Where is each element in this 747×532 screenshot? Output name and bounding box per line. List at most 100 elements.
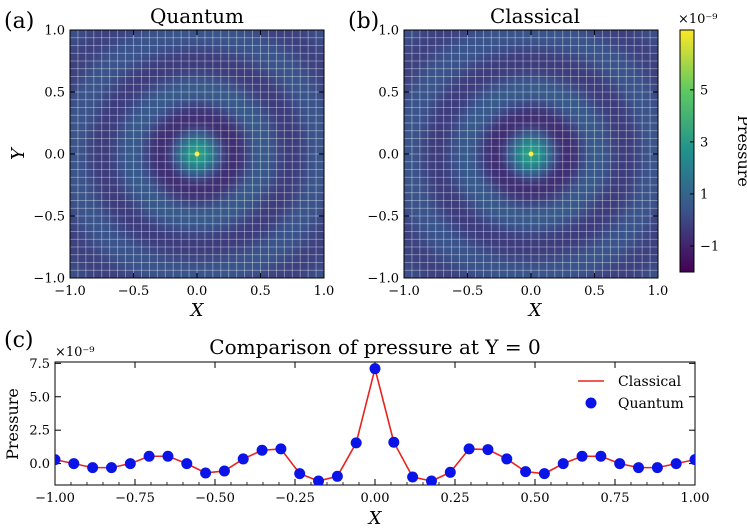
heatmap-cell — [154, 78, 159, 83]
heatmap-cell — [122, 105, 127, 110]
heatmap-cell — [204, 229, 208, 234]
heatmap-cell — [211, 202, 216, 207]
heatmap-cell — [246, 40, 251, 45]
heatmap-cell — [122, 126, 127, 131]
heatmap-cell — [179, 257, 184, 262]
heatmap-cell — [189, 167, 194, 172]
heatmap-cell — [221, 226, 226, 231]
heatmap-cell — [119, 112, 124, 117]
heatmap-cell — [129, 105, 134, 110]
heatmap-cell — [218, 233, 223, 238]
heatmap-cell — [193, 105, 198, 110]
heatmap-cell — [115, 212, 120, 217]
heatmap-cell — [87, 54, 92, 58]
heatmap-cell — [94, 167, 99, 172]
heatmap-cell — [306, 74, 311, 79]
heatmap-cell — [122, 47, 127, 52]
heatmap-cell — [165, 181, 170, 186]
heatmap-cell — [249, 167, 254, 172]
heatmap-cell — [133, 157, 138, 162]
heatmap-cell — [193, 264, 198, 269]
heatmap-cell — [73, 178, 78, 182]
heatmap-cell — [204, 30, 208, 34]
heatmap-cell — [235, 95, 240, 100]
heatmap-cell — [278, 98, 283, 103]
heatmap-cell — [288, 264, 293, 269]
heatmap-cell — [239, 61, 244, 65]
heatmap-cell — [112, 30, 117, 34]
heatmap-cell — [260, 43, 265, 48]
heatmap-cell — [218, 219, 223, 224]
heatmap-cell — [119, 212, 124, 217]
heatmap-cell — [207, 30, 212, 34]
heatmap-cell — [264, 71, 268, 76]
heatmap-cell — [129, 222, 134, 227]
heatmap-cell — [189, 174, 194, 179]
heatmap-cell — [168, 188, 173, 193]
heatmap-cell — [288, 178, 293, 182]
heatmap-cell — [292, 36, 297, 41]
heatmap-cell — [77, 171, 81, 176]
heatmap-cell — [122, 133, 127, 138]
heatmap-cell — [302, 229, 307, 234]
heatmap-cell — [302, 260, 307, 265]
heatmap-cell — [309, 195, 314, 200]
heatmap-cell — [186, 250, 191, 255]
heatmap-cell — [281, 185, 286, 189]
heatmap-cell — [73, 198, 78, 203]
heatmap-cell — [281, 98, 286, 103]
heatmap-cell — [292, 181, 297, 186]
heatmap-cell — [256, 126, 261, 131]
heatmap-cell — [182, 216, 187, 220]
heatmap-cell — [221, 250, 226, 255]
heatmap-cell — [207, 167, 212, 172]
heatmap-cell — [175, 219, 180, 224]
heatmap-cell — [94, 216, 99, 220]
heatmap-cell — [98, 198, 103, 203]
heatmap-cell — [94, 195, 99, 200]
heatmap-cell — [211, 33, 216, 38]
heatmap-cell — [179, 85, 184, 89]
heatmap-cell — [299, 209, 304, 213]
heatmap-cell — [200, 160, 205, 165]
heatmap-cell — [214, 267, 219, 272]
heatmap-cell — [253, 160, 258, 165]
heatmap-cell — [105, 226, 110, 231]
heatmap-cell — [309, 253, 314, 258]
heatmap-cell — [108, 40, 113, 45]
heatmap-cell — [137, 195, 141, 200]
heatmap-cell — [204, 43, 208, 48]
heatmap-cell — [189, 98, 194, 103]
heatmap-cell — [126, 112, 131, 117]
heatmap-cell — [168, 229, 173, 234]
heatmap-cell — [87, 157, 92, 162]
heatmap-cell — [122, 85, 127, 89]
heatmap-cell — [302, 92, 307, 96]
heatmap-cell — [161, 236, 166, 241]
heatmap-cell — [151, 157, 156, 162]
heatmap-cell — [242, 229, 247, 234]
heatmap-cell — [271, 30, 276, 34]
heatmap-cell — [94, 264, 99, 269]
heatmap-cell — [264, 50, 268, 55]
heatmap-cell — [285, 233, 290, 238]
heatmap-cell — [288, 123, 293, 127]
heatmap-cell — [80, 154, 85, 158]
heatmap-cell — [193, 116, 198, 120]
heatmap-cell — [115, 229, 120, 234]
heatmap-cell — [165, 61, 170, 65]
heatmap-cell — [271, 57, 276, 62]
heatmap-cell — [161, 260, 166, 265]
heatmap-cell — [218, 50, 223, 55]
heatmap-cell — [182, 157, 187, 162]
heatmap-cell — [214, 174, 219, 179]
heatmap-cell — [129, 274, 134, 278]
heatmap-cell — [189, 233, 194, 238]
heatmap-cell — [101, 181, 106, 186]
heatmap-cell — [98, 209, 103, 213]
heatmap-cell — [70, 81, 74, 86]
heatmap-cell — [154, 57, 159, 62]
heatmap-cell — [221, 178, 226, 182]
heatmap-cell — [249, 181, 254, 186]
heatmap-cell — [158, 167, 163, 172]
